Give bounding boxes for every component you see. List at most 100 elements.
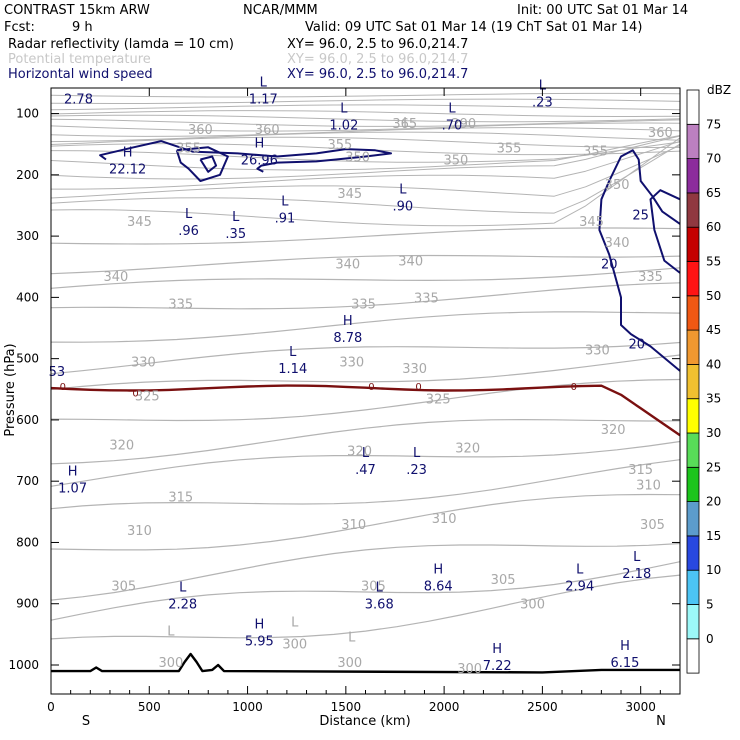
y-tick-label: 500 bbox=[16, 352, 39, 366]
dbz-colorbar: dBZ 0 5 10 15 20 25 30 35 40 45 50 55 60 65 70 75 bbox=[686, 83, 731, 674]
wind-extremum-marker: L bbox=[448, 102, 456, 117]
colorbar-title: dBZ bbox=[707, 83, 731, 97]
wind-extremum-value: 2.94 bbox=[565, 579, 594, 594]
isentrope-upper bbox=[50, 127, 681, 137]
theta-label: 340 bbox=[335, 258, 360, 273]
isentrope-upper bbox=[50, 135, 681, 180]
wind-contour-north-inner bbox=[649, 189, 681, 274]
x-tick-label: 1500 bbox=[331, 700, 362, 714]
isentrope-lower bbox=[50, 311, 681, 343]
x-start-label: S bbox=[82, 714, 90, 729]
theta-label: 340 bbox=[398, 255, 423, 270]
isentrope-upper bbox=[50, 144, 681, 199]
wind-extremum-marker: H bbox=[343, 314, 353, 329]
zero-dbz-line bbox=[50, 384, 681, 437]
theta-label: 290 bbox=[451, 117, 476, 132]
wind-extremum-value: 2.18 bbox=[622, 567, 651, 582]
wind-extremum-marker: L bbox=[576, 562, 584, 577]
init-time: Init: 00 UTC Sat 01 Mar 14 bbox=[517, 3, 688, 18]
wind-extremum-marker: L bbox=[633, 550, 641, 565]
theta-label: 300 bbox=[337, 656, 362, 671]
theta-label: 330 bbox=[131, 356, 156, 371]
colorbar-swatch bbox=[686, 398, 700, 434]
wind-extremum-marker: L bbox=[362, 446, 370, 461]
field-legend: Radar reflectivity (lamda = 10 cm) XY= 96… bbox=[8, 37, 468, 82]
isentrope-lower bbox=[50, 254, 681, 275]
colorbar-level-label: 70 bbox=[706, 152, 721, 166]
wind-extremum-value: 3.68 bbox=[365, 598, 394, 613]
isentrope-upper bbox=[50, 136, 681, 148]
colorbar-swatch bbox=[686, 158, 700, 194]
colorbar-swatch bbox=[686, 363, 700, 400]
theta-low-marker: L bbox=[167, 625, 175, 640]
theta-label: 310 bbox=[127, 524, 152, 539]
legend-label-0: Radar reflectivity (lamda = 10 cm) bbox=[8, 37, 234, 52]
y-tick-label: 200 bbox=[16, 168, 39, 182]
theta-label: 360 bbox=[188, 123, 213, 138]
theta-label: 325 bbox=[426, 392, 451, 407]
potential-temperature-contours bbox=[50, 92, 681, 640]
theta-label: 335 bbox=[351, 298, 376, 313]
x-tick-label: 3000 bbox=[625, 700, 656, 714]
isentrope-lower bbox=[50, 227, 681, 245]
wind-extremum-value: 5.95 bbox=[245, 634, 274, 649]
theta-label: 310 bbox=[432, 512, 457, 527]
fcst-value: 9 h bbox=[72, 20, 93, 35]
isentrope-upper bbox=[50, 122, 681, 132]
wind-contour-inner bbox=[199, 155, 218, 173]
terrain-line bbox=[51, 652, 680, 674]
colorbar-swatch bbox=[686, 192, 700, 228]
theta-label: 345 bbox=[579, 215, 604, 230]
theta-label: 345 bbox=[127, 215, 152, 230]
theta-label: 330 bbox=[339, 356, 364, 371]
colorbar-level-label: 45 bbox=[706, 323, 721, 337]
theta-label: 305 bbox=[111, 579, 136, 594]
isentrope-upper bbox=[50, 118, 681, 127]
wind-extremum-marker: L bbox=[185, 207, 193, 222]
theta-label: 335 bbox=[168, 298, 193, 313]
isentrope-upper bbox=[50, 143, 681, 214]
x-tick-label: 500 bbox=[138, 700, 161, 714]
wind-extremum-value: .23 bbox=[532, 95, 553, 110]
isentrope-lower bbox=[50, 282, 681, 310]
zero-contour-label: 0 bbox=[415, 382, 421, 393]
legend-label-2: Horizontal wind speed bbox=[8, 67, 153, 82]
model-title: CONTRAST 15km ARW bbox=[4, 3, 150, 18]
zero-contour-label: 0 bbox=[132, 388, 138, 399]
org-label: NCAR/MMM bbox=[243, 3, 318, 18]
zero-contour-label: 0 bbox=[368, 382, 374, 393]
colorbar-swatch bbox=[686, 501, 700, 537]
zero-reflectivity-contour bbox=[50, 384, 681, 437]
isentrope-upper bbox=[51, 140, 681, 190]
isentrope-upper bbox=[50, 131, 681, 143]
colorbar-swatch bbox=[686, 569, 700, 605]
wind-extremum-value: .90 bbox=[392, 199, 413, 214]
wind-extremum-value: 8.78 bbox=[333, 331, 362, 346]
theta-label: 300 bbox=[158, 656, 183, 671]
isentrope-lower bbox=[50, 561, 681, 621]
wind-extremum-marker: H bbox=[254, 617, 264, 632]
y-tick-label: 600 bbox=[16, 413, 39, 427]
wind-extremum-marker: H bbox=[254, 137, 264, 152]
y-axis-label: Pressure (hPa) bbox=[3, 343, 18, 436]
colorbar-level-label: 55 bbox=[706, 255, 721, 269]
colorbar-swatch bbox=[686, 466, 700, 502]
isentrope-lower bbox=[50, 267, 681, 289]
wind-extremum-value: 6.15 bbox=[610, 656, 639, 671]
wind-extremum-value: .23 bbox=[406, 463, 427, 478]
colorbar-level-label: 5 bbox=[706, 598, 714, 612]
legend-xy-2: XY= 96.0, 2.5 to 96.0,214.7 bbox=[287, 67, 468, 82]
wind-extremum-value: 8.64 bbox=[424, 579, 453, 594]
theta-label: 305 bbox=[361, 579, 386, 594]
theta-label: 360 bbox=[255, 123, 280, 138]
y-tick-label: 300 bbox=[16, 229, 39, 243]
fcst-label: Fcst: bbox=[4, 20, 35, 35]
colorbar-swatch bbox=[686, 295, 700, 331]
isentrope-lower bbox=[50, 378, 681, 422]
zero-contour-label: 0 bbox=[571, 382, 577, 393]
wind-extremum-value: 26.96 bbox=[241, 154, 278, 169]
wind-contour-label: 25 bbox=[632, 209, 649, 224]
theta-label: 325 bbox=[135, 389, 160, 404]
wind-contour-label: 20 bbox=[628, 337, 645, 352]
